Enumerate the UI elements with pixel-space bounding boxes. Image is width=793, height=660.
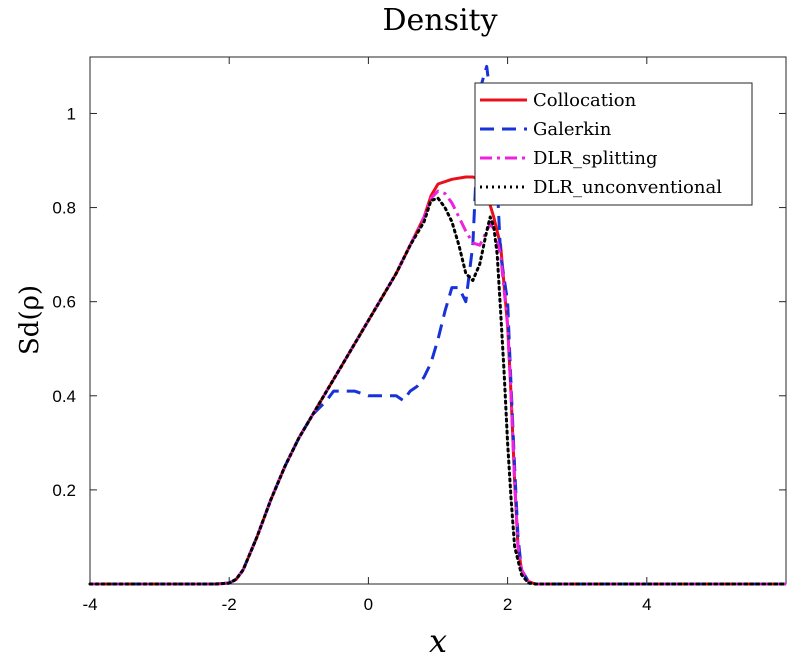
legend-label: DLR_splitting [533,148,658,169]
legend-label: Galerkin [533,119,612,140]
x-axis-label: x [429,622,447,660]
legend: Collocation Galerkin DLR_splitting DLR_unco… [474,82,753,206]
x-tick-label: -2 [222,595,237,614]
x-tick-label: 2 [503,595,512,614]
series-line-dlr-unconventional [88,196,788,586]
x-tick-label: 4 [642,595,651,614]
y-tick-label: 0.2 [52,481,76,500]
axis-ticks: -4 -2 0 2 4 0.2 0.4 0.6 0.8 1 [52,57,786,614]
legend-box [474,82,753,206]
y-tick-label: 0.8 [52,199,76,218]
legend-label: Collocation [533,90,637,111]
x-tick-label: -4 [82,595,97,614]
y-tick-label: 0.6 [52,293,76,312]
series-line-dlr-splitting [90,189,786,586]
chart-title: Density [382,3,497,38]
y-tick-label: 0.4 [52,387,76,406]
y-axis-label: Sd(ρ) [15,285,45,355]
y-tick-label: 1 [67,104,76,123]
legend-label: DLR_unconventional [533,177,722,198]
x-tick-label: 0 [364,595,373,614]
series-group [88,64,788,586]
